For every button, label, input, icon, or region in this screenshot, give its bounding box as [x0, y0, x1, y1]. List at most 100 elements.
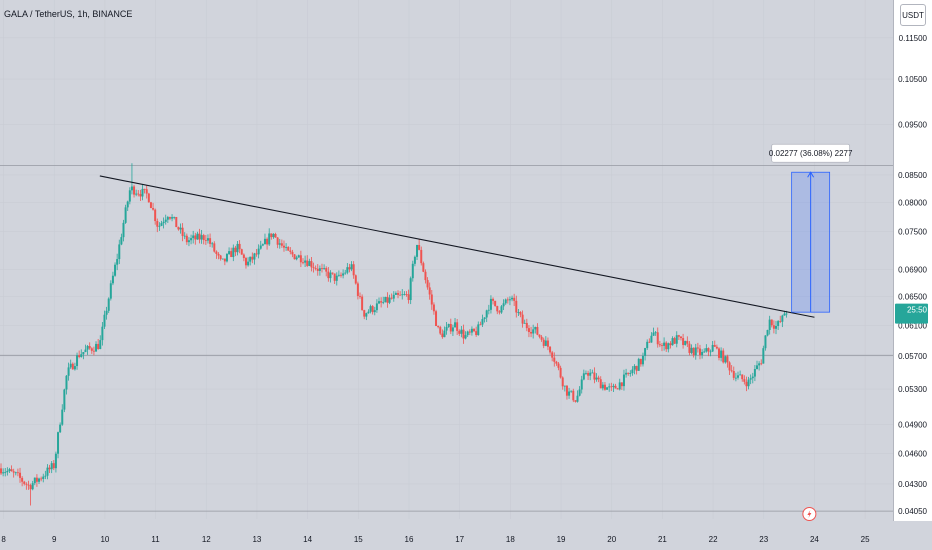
candle-body [570, 390, 573, 392]
currency-button[interactable]: USDT [900, 4, 926, 26]
candle-body [669, 343, 672, 346]
candle-body [270, 233, 273, 238]
candle-body [660, 345, 663, 347]
candle-body [92, 350, 95, 352]
price-axis[interactable]: 0.11500 0.10500 0.09500 0.08500 0.08000 0.075… [893, 0, 932, 550]
candle-body [192, 235, 195, 239]
candle-body [268, 233, 271, 245]
time-tick-label: 13 [252, 535, 261, 544]
candle-body [200, 235, 203, 240]
candle-body [356, 283, 359, 296]
candle-body [549, 346, 552, 353]
chart-grid [0, 0, 893, 519]
candle-body [257, 248, 260, 255]
candle-body [614, 385, 617, 389]
time-tick-label: 21 [658, 535, 667, 544]
candle-body [124, 207, 127, 223]
candle-body [758, 363, 761, 366]
candle-body [682, 338, 685, 345]
time-tick-label: 19 [557, 535, 566, 544]
candle-body [373, 310, 376, 313]
time-tick-label: 8 [1, 535, 6, 544]
candle-body [665, 342, 668, 350]
candle-body [388, 297, 391, 303]
candle-body [441, 333, 444, 338]
candle-body [168, 217, 171, 219]
candle-body [399, 294, 402, 296]
candle-body [295, 257, 298, 260]
candle-body [618, 382, 621, 390]
candle-body [78, 355, 81, 358]
candle-body [152, 208, 155, 210]
candle-body [633, 365, 636, 370]
candle-body [781, 315, 784, 322]
candle-body [278, 243, 281, 245]
candle-body [40, 478, 43, 480]
candle-body [397, 293, 400, 295]
candle-body [291, 251, 294, 255]
candle-body [504, 299, 507, 304]
candle-body [162, 221, 165, 224]
candle-body [489, 298, 492, 310]
candle-body [359, 295, 362, 297]
candle-body [540, 336, 543, 340]
candle-body [190, 238, 193, 241]
price-tick-label: 0.07500 [898, 228, 927, 237]
price-tick-label: 0.10500 [898, 75, 927, 84]
candle-body [173, 216, 176, 218]
candle-body [654, 332, 657, 334]
candle-body [772, 325, 775, 329]
candle-body [384, 296, 387, 303]
candle-body [63, 389, 66, 410]
candle-body [519, 312, 522, 315]
candle-body [23, 481, 26, 484]
time-axis[interactable]: 8 9 10 11 12 13 14 15 16 17 18 19 20 21 22 23 24 25 [0, 507, 932, 550]
candle-body [432, 304, 435, 312]
candle-body [468, 331, 471, 333]
candle-body [255, 253, 258, 255]
price-range-label-box [771, 143, 851, 163]
candle-body [219, 255, 222, 259]
price-tick-label: 0.04300 [898, 480, 927, 489]
candle-body [215, 251, 218, 254]
price-tick-label: 0.04050 [898, 507, 927, 516]
candle-body [141, 188, 144, 197]
candle-body [171, 217, 174, 219]
candle-body [177, 227, 180, 230]
candle-body [314, 267, 317, 269]
candle-body [289, 250, 292, 252]
candle-body [582, 373, 585, 380]
candle-body [4, 472, 7, 473]
price-tick-label: 0.06900 [898, 265, 927, 274]
candle-body [437, 325, 440, 328]
candle-body [133, 186, 136, 195]
candle-body [416, 245, 419, 257]
candle-body [641, 355, 644, 365]
candle-body [14, 472, 17, 474]
candle-body [511, 297, 514, 300]
candle-body [496, 306, 499, 312]
candle-body [232, 247, 235, 258]
time-tick-label: 16 [405, 535, 414, 544]
candle-body [54, 453, 57, 469]
candle-body [620, 382, 623, 387]
candle-body [783, 313, 786, 316]
candle-body [135, 193, 138, 195]
candle-body [272, 233, 275, 238]
candle-body [730, 370, 733, 372]
candle-body [263, 238, 266, 245]
candle-body [753, 369, 756, 377]
candle-body [466, 331, 469, 336]
candle-body [160, 223, 163, 226]
candle-body [331, 272, 334, 274]
candle-body [185, 235, 188, 243]
time-tick-label: 17 [455, 535, 464, 544]
candle-body [204, 239, 207, 241]
candle-body [348, 267, 351, 270]
candle-body [751, 376, 754, 379]
candle-body [2, 472, 5, 474]
candle-body [346, 267, 349, 273]
candle-body [553, 357, 556, 362]
candle-body [494, 300, 497, 307]
